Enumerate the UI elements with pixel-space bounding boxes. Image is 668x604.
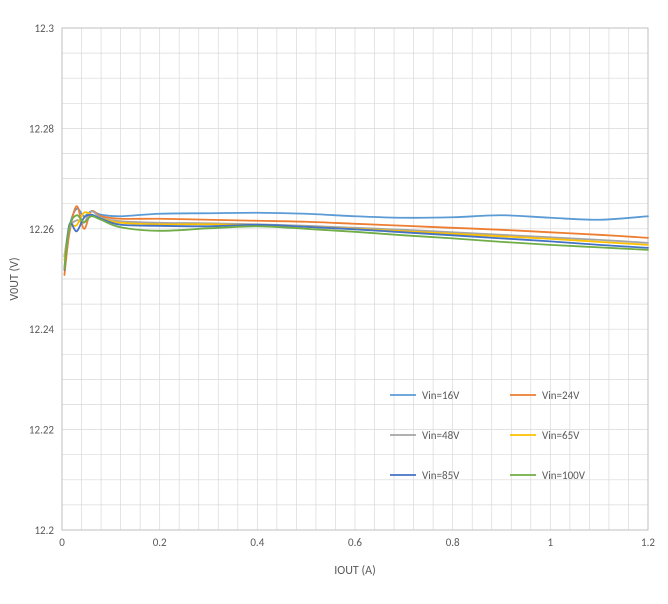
x-tick-label: 0.4 (250, 536, 264, 549)
y-tick-label: 12.24 (29, 323, 55, 336)
legend-label: Vin=24V (542, 389, 580, 402)
x-tick-label: 0.8 (446, 536, 460, 549)
x-tick-label: 1.2 (641, 536, 655, 549)
legend-label: Vin=65V (542, 429, 580, 442)
legend-label: Vin=48V (422, 429, 460, 442)
x-tick-label: 0 (59, 536, 65, 549)
legend-label: Vin=85V (422, 469, 460, 482)
y-tick-label: 12.3 (34, 22, 54, 35)
y-tick-label: 12.28 (29, 122, 55, 135)
chart-bg (0, 0, 668, 604)
y-tick-label: 12.22 (29, 424, 55, 437)
x-tick-label: 0.2 (153, 536, 167, 549)
chart-container: 0 0.2 0.4 0.6 0.8 1 1.2 12.2 12.22 12.24 12.26 12.2… (0, 0, 668, 604)
x-axis-label: IOUT (A) (334, 564, 375, 578)
legend-label: Vin=100V (542, 469, 586, 482)
line-chart: 0 0.2 0.4 0.6 0.8 1 1.2 12.2 12.22 12.24 12.26 12.2… (0, 0, 668, 604)
y-axis-label: V0UT (V) (8, 257, 22, 300)
y-tick-label: 12.26 (29, 223, 55, 236)
legend-label: Vin=16V (422, 389, 460, 402)
x-tick-label: 1 (548, 536, 554, 549)
y-tick-label: 12.2 (34, 524, 54, 537)
x-tick-label: 0.6 (348, 536, 362, 549)
grid (62, 28, 648, 530)
